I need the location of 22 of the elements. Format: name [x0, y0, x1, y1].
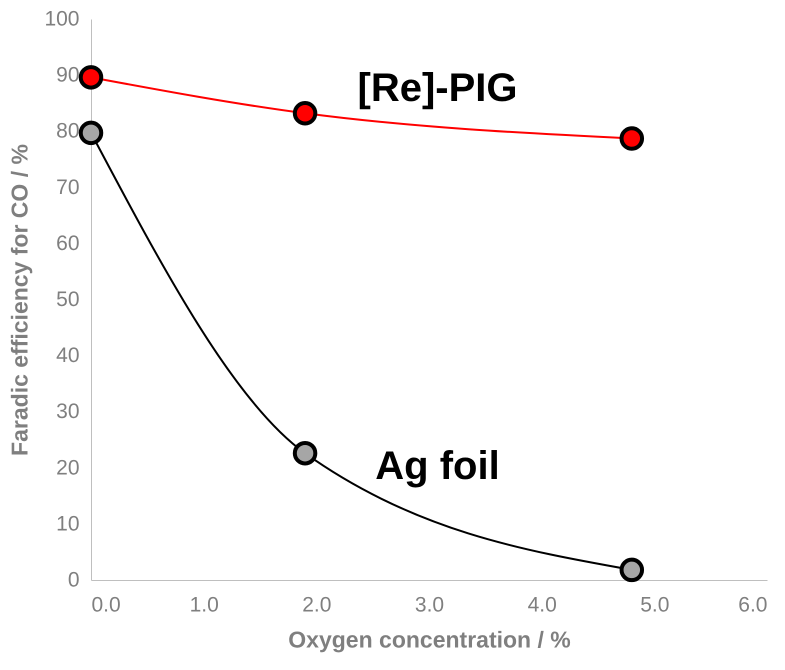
y-tick-label: 30	[56, 400, 80, 424]
y-tick-label: 70	[56, 176, 80, 199]
y-tick-label: 60	[56, 232, 80, 255]
y-tick-label: 100	[44, 8, 80, 30]
x-axis-title: Oxygen concentration / %	[288, 626, 571, 652]
x-tick-label: 2.0	[302, 594, 332, 616]
y-tick-label: 10	[56, 512, 80, 536]
y-axis-title: Faradic efficiency for CO / %	[6, 144, 32, 456]
y-tick-label: 80	[56, 120, 80, 143]
y-tick-label: 50	[56, 288, 80, 311]
x-tick-label: 6.0	[738, 594, 768, 616]
y-tick-label: 0	[68, 568, 80, 592]
y-tick-label: 40	[56, 344, 80, 368]
series-label: [Re]-PIG	[358, 66, 518, 110]
x-tick-label: 1.0	[190, 594, 219, 616]
x-tick-label: 3.0	[414, 594, 444, 616]
x-tick-label: 5.0	[640, 594, 670, 616]
y-tick-label: 90	[56, 64, 80, 87]
x-tick-label: 4.0	[528, 594, 557, 616]
x-tick-label: 0.0	[92, 594, 121, 616]
series-label: Ag foil	[375, 444, 500, 488]
y-tick-label: 20	[56, 456, 80, 480]
